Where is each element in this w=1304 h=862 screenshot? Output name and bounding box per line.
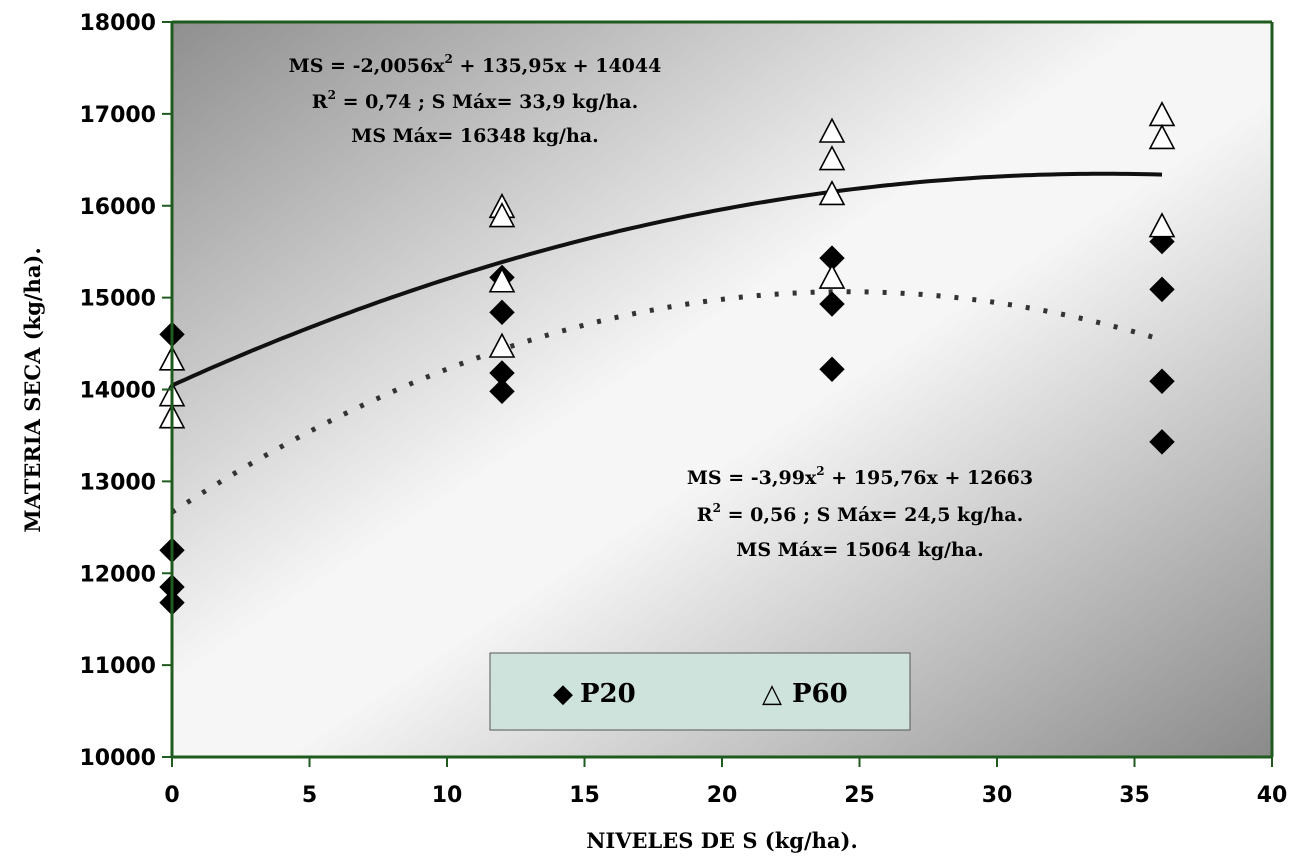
legend-label-p60: P60: [792, 679, 848, 709]
legend-marker-p20: ◆: [553, 679, 573, 709]
point-p60: [488, 267, 516, 293]
data-marks: [158, 100, 1176, 616]
y-tick-label: 14000: [79, 379, 156, 404]
point-p20: [1149, 228, 1175, 255]
y-tick-label: 18000: [79, 11, 156, 36]
point-p20: [489, 378, 515, 405]
y-tick-label: 17000: [79, 103, 156, 128]
fit-max-p20: MS Máx= 15064 kg/ha.: [736, 539, 983, 561]
x-tick-label: 40: [1257, 783, 1288, 808]
point-p60: [818, 263, 846, 289]
x-tick-label: 25: [844, 783, 875, 808]
x-tick-label: 10: [432, 783, 463, 808]
x-tick-label: 5: [302, 783, 317, 808]
fit-max-p60: MS Máx= 16348 kg/ha.: [351, 125, 598, 147]
x-tick-label: 30: [982, 783, 1013, 808]
point-p20: [1149, 276, 1175, 303]
fit-equation-p60: MS = -2,0056x2 + 135,95x + 14044: [289, 52, 662, 77]
point-p20: [819, 356, 845, 382]
point-p60: [1148, 212, 1176, 238]
fit-curve-p60: [171, 171, 1163, 388]
x-tick-label: 20: [707, 783, 738, 808]
y-tick-label: 13000: [79, 470, 156, 495]
y-axis-title: MATERIA SECA (kg/ha).: [20, 247, 45, 532]
legend: ◆ P20 △ P60: [489, 652, 911, 731]
point-p20: [489, 299, 515, 326]
fit-r2-p20: R2 = 0,56 ; S Máx= 24,5 kg/ha.: [697, 501, 1023, 526]
point-p60: [818, 117, 846, 143]
y-tick-label: 15000: [79, 287, 156, 312]
point-p20: [1149, 368, 1175, 394]
y-tick-label: 10000: [79, 746, 156, 771]
point-p60: [818, 145, 846, 171]
x-axis-title: NIVELES DE S (kg/ha).: [586, 828, 858, 853]
point-p60: [818, 180, 846, 206]
x-tick-label: 0: [164, 783, 179, 808]
x-tick-label: 15: [569, 783, 600, 808]
legend-marker-p60: △: [762, 679, 782, 709]
fit-r2-p60: R2 = 0,74 ; S Máx= 33,9 kg/ha.: [312, 88, 638, 113]
x-tick-label: 35: [1119, 783, 1150, 808]
point-p20: [819, 291, 845, 317]
point-p60: [488, 202, 516, 228]
y-tick-label: 12000: [79, 562, 156, 587]
point-p60: [488, 332, 516, 358]
point-p60: [1148, 123, 1176, 150]
y-tick-label: 11000: [79, 654, 156, 679]
fit-equation-p20: MS = -3,99x2 + 195,76x + 12663: [687, 464, 1033, 489]
point-p20: [1149, 429, 1175, 455]
legend-label-p20: P20: [580, 679, 636, 709]
plot-area: [172, 22, 1272, 757]
axes: 0 5 10 15 20 25 30 35 40 10000 11000 12000 13000 1400…: [79, 11, 1287, 808]
y-tick-label: 16000: [79, 195, 156, 220]
legend-box: [489, 652, 911, 731]
